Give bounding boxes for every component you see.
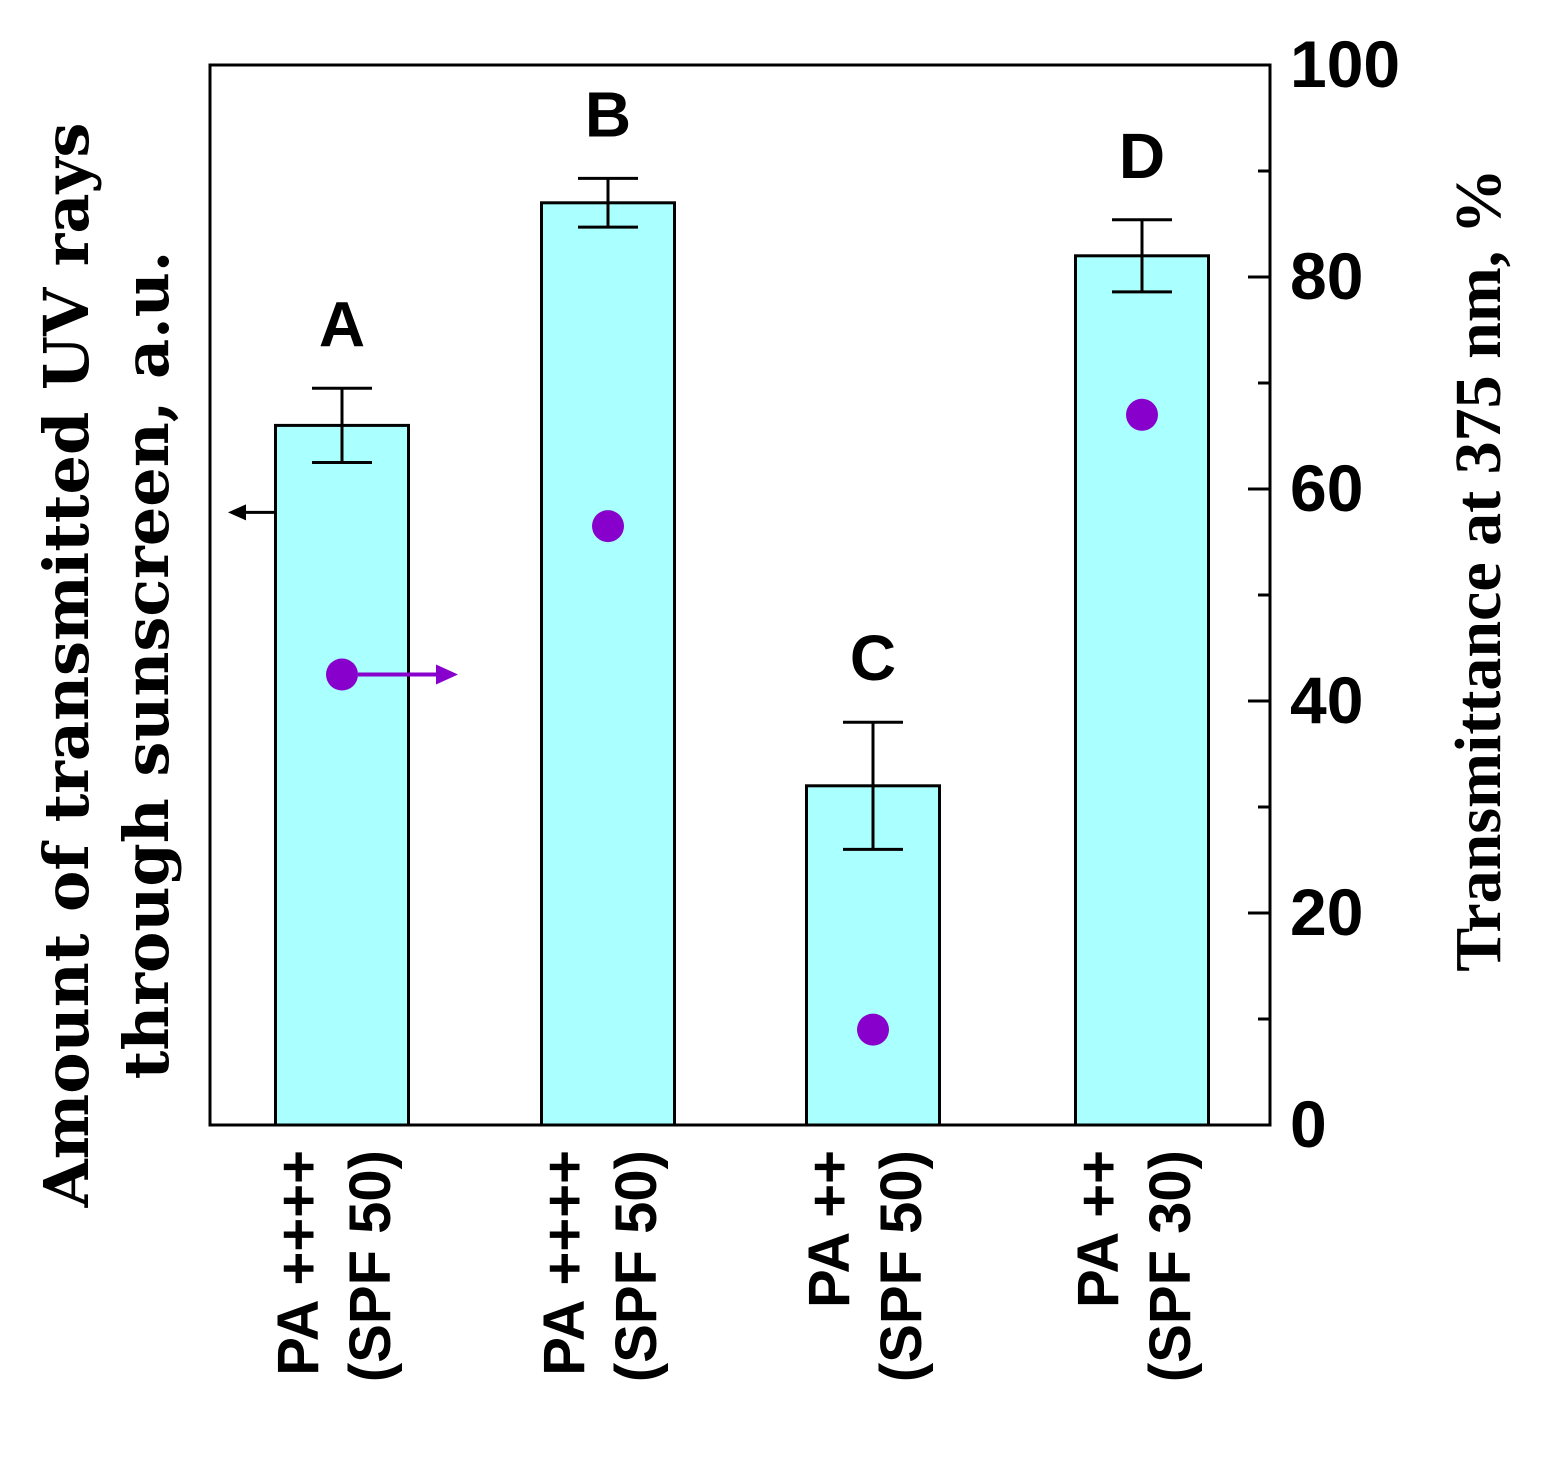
right-axis-title: Transmittance at 375 nm, % — [1442, 168, 1515, 972]
category-label-B: PA ++++ (SPF 50) — [532, 1150, 669, 1382]
point-D — [1126, 398, 1158, 431]
points-layer — [228, 398, 1158, 1046]
right-tick-label-80: 80 — [1290, 239, 1363, 313]
right-tick-label-100: 100 — [1290, 27, 1400, 101]
ticks-layer: 0 20 40 60 80 100 — [1248, 27, 1400, 1161]
category-label-line2: (SPF 50) — [338, 1150, 403, 1382]
point-C — [857, 1013, 889, 1046]
category-label-line2: (SPF 50) — [604, 1150, 669, 1382]
point-B — [592, 510, 624, 543]
labels-layer: APA ++++ (SPF 50)BPA ++++ (SPF 50)CPA ++ (S… — [266, 78, 1203, 1382]
bar-letter-B: B — [585, 78, 631, 150]
category-label-line1: PA ++++ — [266, 1150, 331, 1376]
right-tick-label-0: 0 — [1290, 1087, 1327, 1161]
category-label-A: PA ++++ (SPF 50) — [266, 1150, 403, 1382]
left-axis-arrow-head — [228, 504, 246, 521]
right-tick-label-20: 20 — [1290, 875, 1363, 949]
right-tick-label-40: 40 — [1290, 663, 1363, 737]
left-axis-title: Amount of transmitted UV rays through su… — [30, 123, 183, 1209]
bar-letter-D: D — [1119, 120, 1165, 192]
bar-letter-C: C — [850, 622, 896, 694]
right-tick-label-60: 60 — [1290, 451, 1363, 525]
point-A — [326, 658, 358, 691]
category-label-C: PA ++ (SPF 50) — [797, 1150, 934, 1382]
error-bars-layer — [312, 176, 1172, 851]
left-axis-title-line1: Amount of transmitted UV rays — [30, 123, 103, 1209]
category-label-line1: PA ++ — [797, 1150, 862, 1308]
category-label-line2: (SPF 50) — [869, 1150, 934, 1382]
bars-layer — [274, 201, 1210, 1127]
left-axis-title-line2: through sunscreen, a.u. — [110, 251, 183, 1080]
category-label-D: PA ++ (SPF 30) — [1066, 1150, 1203, 1382]
category-label-line1: PA ++++ — [532, 1150, 597, 1376]
right-axis-title-text: Transmittance at 375 nm, % — [1442, 168, 1515, 972]
bar-letter-A: A — [319, 288, 365, 360]
category-label-line2: (SPF 30) — [1138, 1150, 1203, 1382]
bar-D — [1074, 254, 1210, 1127]
category-label-line1: PA ++ — [1066, 1150, 1131, 1308]
bar-A — [274, 423, 410, 1127]
bar-B — [540, 201, 676, 1127]
plot-frame — [208, 63, 1272, 1127]
right-axis-arrow-head — [436, 664, 458, 685]
